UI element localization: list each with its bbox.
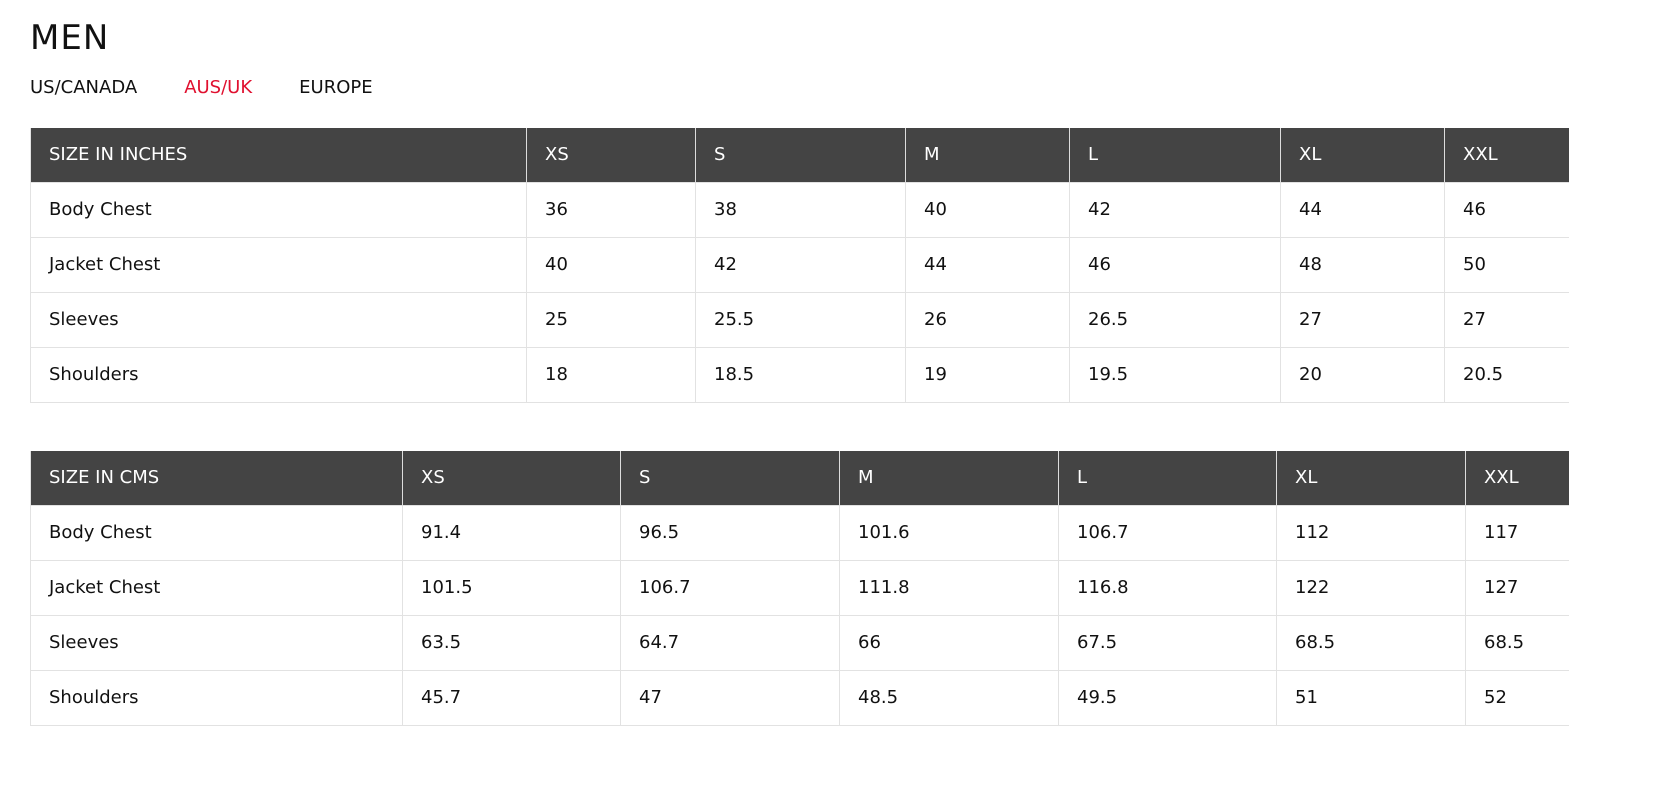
region-tab[interactable]: AUS/UK [184, 77, 253, 98]
size-cell: 116.8 [1058, 559, 1277, 616]
size-cell: 117 [1465, 504, 1569, 561]
header-cell: XS [526, 128, 696, 182]
header-cell: M [839, 451, 1059, 505]
region-tabs: US/CANADA AUS/UK EUROPE [30, 77, 373, 98]
row-label: Body Chest [30, 181, 527, 238]
header-cell: XXL [1465, 451, 1569, 505]
size-cell: 38 [695, 181, 906, 238]
region-tab[interactable]: US/CANADA [30, 77, 138, 98]
header-cell: XL [1280, 128, 1445, 182]
region-tab[interactable]: EUROPE [299, 77, 373, 98]
header-cell: SIZE IN INCHES [30, 128, 527, 182]
size-cell: 18.5 [695, 346, 906, 403]
size-cell: 36 [526, 181, 696, 238]
table-row: Jacket Chest 101.5 106.7 111.8 116.8 122 127 [30, 559, 1569, 616]
table-body: Body Chest 91.4 96.5 101.6 106.7 112 117 Jacket… [30, 504, 1569, 726]
table-row: Body Chest 36 38 40 42 44 46 [30, 181, 1569, 238]
size-cell: 46 [1444, 181, 1569, 238]
size-table: SIZE IN CMS XS S M L XL XXL Body Chest 91.4 96.5 1… [30, 451, 1569, 726]
size-cell: 106.7 [620, 559, 840, 616]
size-cell: 66 [839, 614, 1059, 671]
size-cell: 48.5 [839, 669, 1059, 726]
size-cell: 50 [1444, 236, 1569, 293]
size-cell: 44 [1280, 181, 1445, 238]
header-cell: L [1069, 128, 1281, 182]
table-row: Shoulders 18 18.5 19 19.5 20 20.5 [30, 346, 1569, 403]
size-cell: 64.7 [620, 614, 840, 671]
size-cell: 46 [1069, 236, 1281, 293]
size-cell: 40 [526, 236, 696, 293]
size-cell: 27 [1444, 291, 1569, 348]
size-table: SIZE IN INCHES XS S M L XL XXL Body Chest 36 38 40… [30, 128, 1569, 403]
size-cell: 91.4 [402, 504, 621, 561]
size-cell: 25.5 [695, 291, 906, 348]
size-cell: 101.6 [839, 504, 1059, 561]
header-cell: SIZE IN CMS [30, 451, 403, 505]
row-label: Shoulders [30, 346, 527, 403]
table-head: SIZE IN INCHES XS S M L XL XXL [30, 128, 1569, 182]
size-cell: 19 [905, 346, 1070, 403]
size-cell: 63.5 [402, 614, 621, 671]
header-cell: XXL [1444, 128, 1569, 182]
table-row: Sleeves 63.5 64.7 66 67.5 68.5 68.5 [30, 614, 1569, 671]
table-head: SIZE IN CMS XS S M L XL XXL [30, 451, 1569, 505]
header-cell: L [1058, 451, 1277, 505]
size-cell: 42 [1069, 181, 1281, 238]
table-row: Shoulders 45.7 47 48.5 49.5 51 52 [30, 669, 1569, 726]
row-label: Sleeves [30, 291, 527, 348]
size-cell: 27 [1280, 291, 1445, 348]
row-label: Shoulders [30, 669, 403, 726]
size-cell: 106.7 [1058, 504, 1277, 561]
size-cell: 111.8 [839, 559, 1059, 616]
table-row: Sleeves 25 25.5 26 26.5 27 27 [30, 291, 1569, 348]
size-cell: 48 [1280, 236, 1445, 293]
size-cell: 42 [695, 236, 906, 293]
page-title: MEN [30, 18, 110, 58]
size-cell: 49.5 [1058, 669, 1277, 726]
size-cell: 18 [526, 346, 696, 403]
size-cell: 20.5 [1444, 346, 1569, 403]
size-cell: 20 [1280, 346, 1445, 403]
size-cell: 96.5 [620, 504, 840, 561]
size-cell: 26 [905, 291, 1070, 348]
size-cell: 127 [1465, 559, 1569, 616]
size-cell: 19.5 [1069, 346, 1281, 403]
header-cell: XS [402, 451, 621, 505]
header-cell: S [695, 128, 906, 182]
size-cell: 26.5 [1069, 291, 1281, 348]
row-label: Jacket Chest [30, 236, 527, 293]
size-cell: 51 [1276, 669, 1466, 726]
size-cell: 112 [1276, 504, 1466, 561]
row-label: Sleeves [30, 614, 403, 671]
size-cell: 45.7 [402, 669, 621, 726]
size-cell: 47 [620, 669, 840, 726]
size-cell: 40 [905, 181, 1070, 238]
header-row: SIZE IN CMS XS S M L XL XXL [30, 451, 1569, 505]
size-cell: 67.5 [1058, 614, 1277, 671]
table-row: Jacket Chest 40 42 44 46 48 50 [30, 236, 1569, 293]
table-body: Body Chest 36 38 40 42 44 46 Jacket Chest 40 42 44… [30, 181, 1569, 403]
size-cell: 44 [905, 236, 1070, 293]
size-cell: 68.5 [1465, 614, 1569, 671]
header-row: SIZE IN INCHES XS S M L XL XXL [30, 128, 1569, 182]
row-label: Body Chest [30, 504, 403, 561]
size-cell: 52 [1465, 669, 1569, 726]
header-cell: S [620, 451, 840, 505]
size-cell: 68.5 [1276, 614, 1466, 671]
header-cell: M [905, 128, 1070, 182]
size-cell: 101.5 [402, 559, 621, 616]
size-cell: 25 [526, 291, 696, 348]
header-cell: XL [1276, 451, 1466, 505]
size-cell: 122 [1276, 559, 1466, 616]
table-row: Body Chest 91.4 96.5 101.6 106.7 112 117 [30, 504, 1569, 561]
row-label: Jacket Chest [30, 559, 403, 616]
